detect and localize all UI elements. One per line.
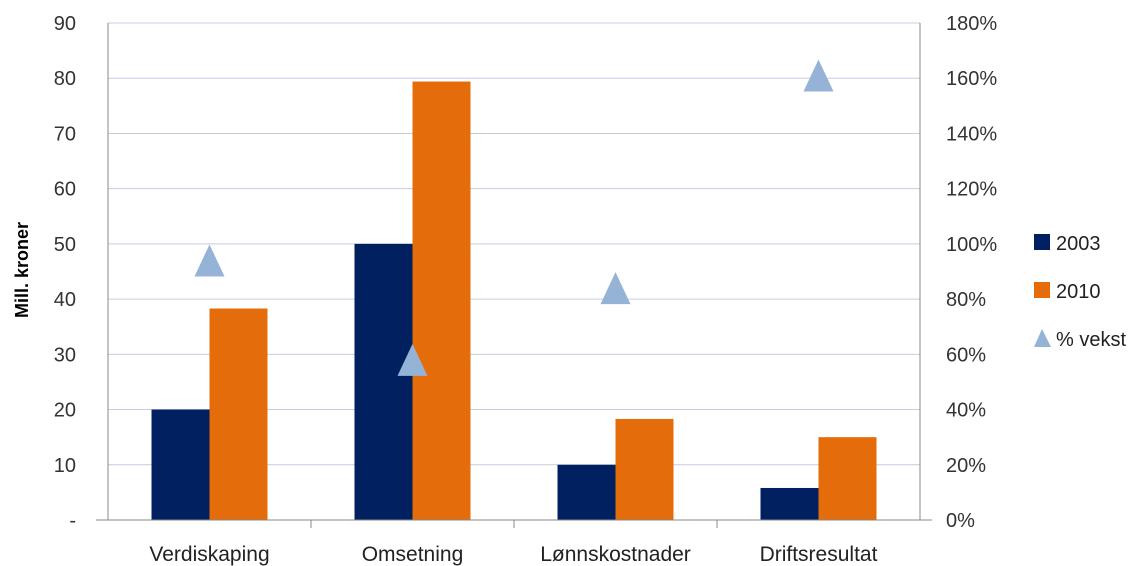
growth-marker — [803, 59, 834, 92]
y2-tick-label: 180% — [946, 13, 997, 35]
y-tick-label: 60 — [54, 179, 76, 201]
growth-marker — [600, 272, 631, 305]
bar-2010 — [615, 418, 674, 520]
category-label: Driftsresultat — [760, 543, 878, 566]
category-label: Lønnskostnader — [540, 543, 691, 566]
bars — [151, 81, 877, 520]
legend-swatch — [1034, 234, 1050, 250]
bar-2003 — [151, 409, 210, 520]
y2-tick-label: 140% — [946, 123, 997, 145]
left-axis-ticks: - 10 20 30 40 50 60 70 80 90 — [54, 13, 76, 532]
y-tick-label: - — [69, 510, 76, 532]
bar-2010 — [412, 81, 471, 520]
right-axis-ticks: 0% 20% 40% 60% 80% 100% 120% 140% 160% 180% — [946, 13, 997, 532]
axes — [96, 23, 932, 528]
legend-swatch — [1034, 329, 1051, 347]
y-tick-label: 50 — [54, 234, 76, 256]
y-tick-label: 30 — [54, 344, 76, 366]
growth-marker — [397, 343, 428, 376]
y-tick-label: 20 — [54, 400, 76, 422]
y-tick-label: 80 — [54, 68, 76, 90]
y2-tick-label: 80% — [946, 289, 986, 311]
bar-2003 — [557, 464, 616, 520]
y2-tick-label: 160% — [946, 68, 997, 90]
legend-label: 2003 — [1056, 233, 1101, 255]
bar-2010 — [209, 308, 268, 520]
y2-tick-label: 20% — [946, 455, 986, 477]
category-label: Verdiskaping — [149, 543, 269, 566]
category-label: Omsetning — [362, 543, 464, 566]
legend-label: 2010 — [1056, 281, 1101, 303]
bar-2010 — [818, 437, 877, 520]
y-tick-label: 90 — [54, 13, 76, 35]
y2-tick-label: 0% — [946, 510, 975, 532]
legend: 2003 2010 % vekst — [1034, 233, 1126, 351]
bar-2003 — [354, 243, 413, 520]
y2-tick-label: 100% — [946, 234, 997, 256]
category-labels: Verdiskaping Omsetning Lønnskostnader Drift… — [149, 543, 877, 566]
legend-label: % vekst — [1056, 329, 1126, 351]
growth-marker — [194, 244, 225, 277]
y-axis-label: Mill. kroner — [12, 222, 32, 318]
legend-swatch — [1034, 282, 1050, 298]
y-tick-label: 10 — [54, 455, 76, 477]
bar-2003 — [760, 487, 819, 520]
y2-tick-label: 120% — [946, 179, 997, 201]
y-tick-label: 70 — [54, 123, 76, 145]
y2-tick-label: 60% — [946, 344, 986, 366]
growth-markers — [194, 59, 834, 376]
y-tick-label: 40 — [54, 289, 76, 311]
y2-tick-label: 40% — [946, 400, 986, 422]
